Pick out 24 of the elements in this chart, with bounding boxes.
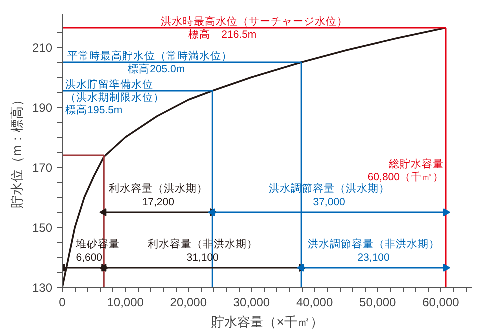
y-tick-label: 130 (32, 281, 53, 295)
series-label: 洪水調節容量（非洪水期） 23,100 (308, 238, 440, 264)
annotation: 標高205.0m (128, 62, 186, 76)
y-tick-label: 170 (32, 161, 53, 175)
series-label: 平常時最高貯水位（常時満水位） (67, 50, 232, 62)
y-tick-label: 150 (32, 221, 53, 235)
y-tick-label: 210 (32, 41, 53, 55)
x-tick-label: 0 (59, 296, 66, 310)
y-axis-title: 貯水位（m：標高） (9, 94, 24, 208)
x-tick-label: 40,000 (296, 296, 334, 310)
x-axis-title: 貯水容量（×千㎥） (212, 314, 324, 330)
x-tick-label: 50,000 (360, 296, 397, 310)
series-label: 洪水時最高水位（サーチャージ水位） (160, 15, 348, 28)
series-label: 洪水貯留準備水位 (66, 78, 154, 91)
series-label: 総貯水容量 60,800（千㎥） (368, 158, 444, 184)
x-tick-label: 60,000 (422, 296, 460, 310)
annotation: 標高195.5m (66, 103, 123, 116)
x-tick-label: 20,000 (170, 296, 208, 310)
series-label: 利水容量（洪水期） 17,200 (108, 182, 208, 208)
y-tick-label: 190 (32, 101, 53, 115)
annotation: （洪水期制限水位） (66, 91, 165, 104)
annotation: 標高 216.5m (188, 28, 257, 42)
x-tick-label: 30,000 (233, 296, 270, 310)
x-tick-label: 10,000 (107, 296, 144, 310)
